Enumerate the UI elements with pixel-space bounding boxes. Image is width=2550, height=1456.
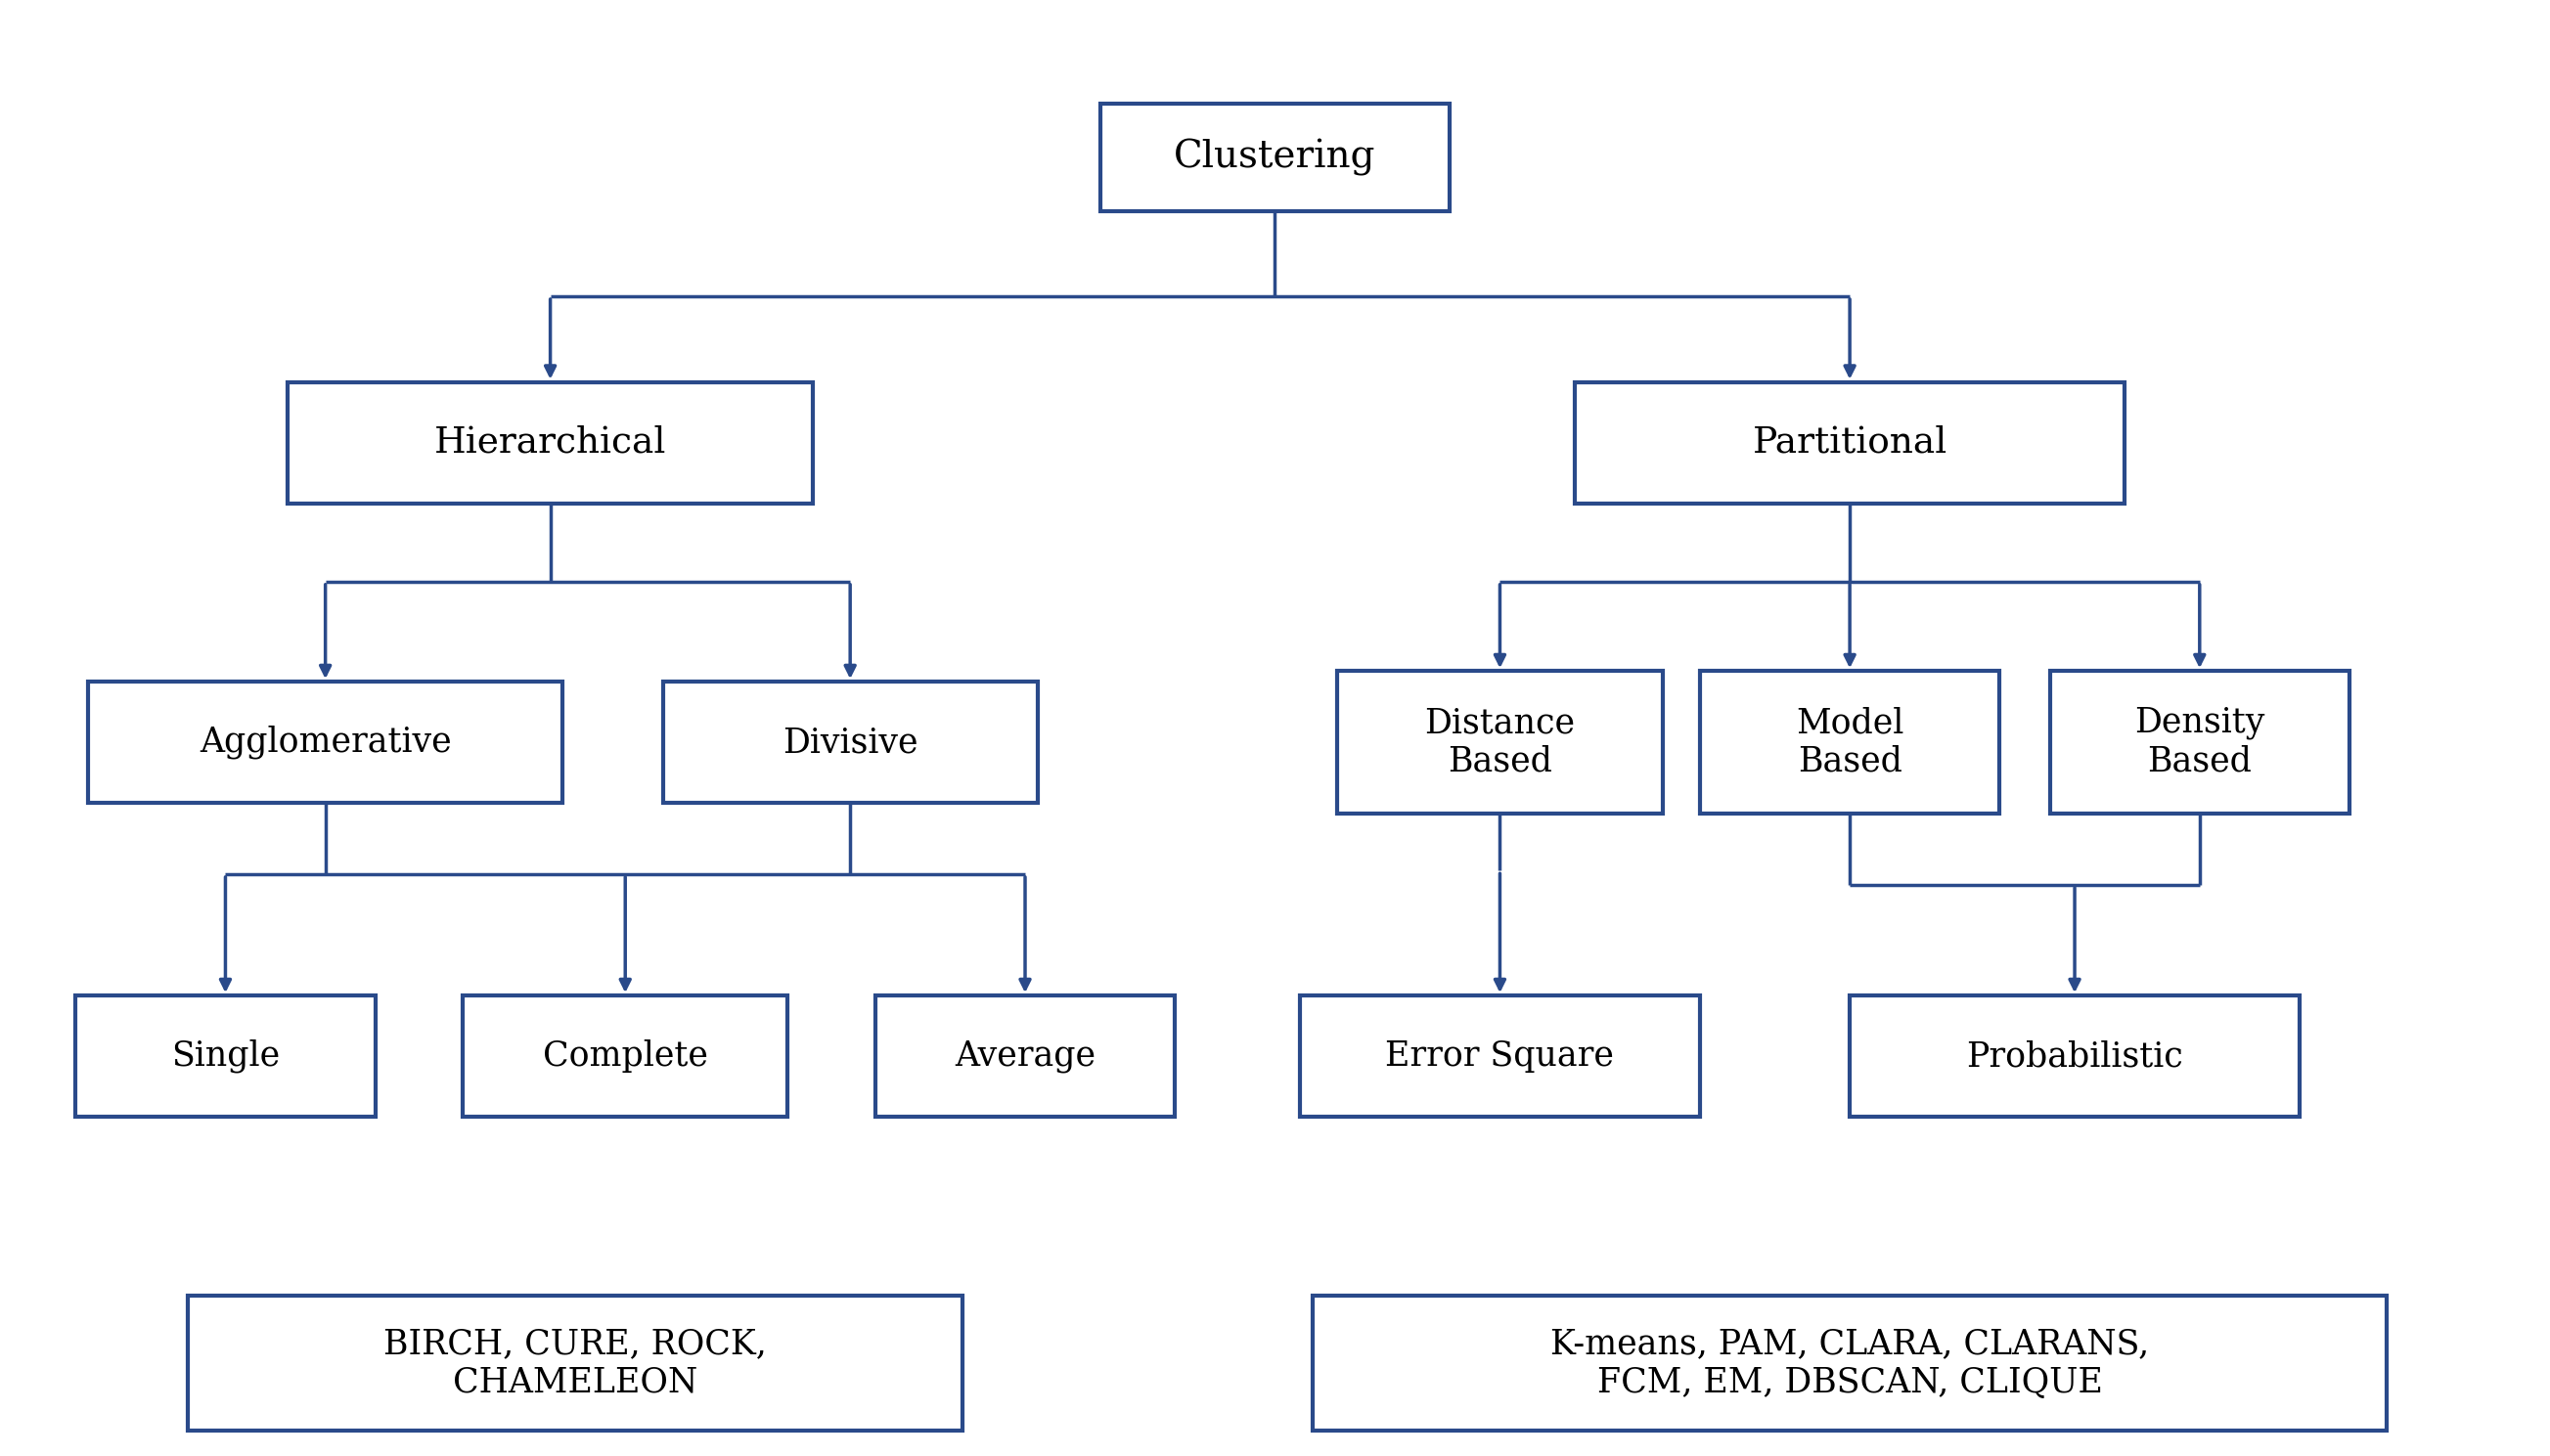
FancyBboxPatch shape [76, 996, 375, 1117]
FancyBboxPatch shape [875, 996, 1176, 1117]
Text: BIRCH, CURE, ROCK,
CHAMELEON: BIRCH, CURE, ROCK, CHAMELEON [382, 1326, 768, 1399]
Text: Average: Average [954, 1040, 1096, 1073]
FancyBboxPatch shape [663, 681, 1038, 802]
Text: Divisive: Divisive [783, 725, 918, 759]
FancyBboxPatch shape [1576, 381, 2124, 504]
FancyBboxPatch shape [288, 381, 813, 504]
Text: Agglomerative: Agglomerative [199, 725, 451, 759]
Text: Error Square: Error Square [1385, 1040, 1614, 1073]
Text: Partitional: Partitional [1752, 425, 1948, 460]
Text: Single: Single [171, 1040, 280, 1073]
Text: Model
Based: Model Based [1795, 706, 1905, 778]
Text: Clustering: Clustering [1173, 138, 1377, 176]
FancyBboxPatch shape [462, 996, 788, 1117]
Text: Hierarchical: Hierarchical [434, 425, 666, 460]
FancyBboxPatch shape [1313, 1296, 2387, 1431]
FancyBboxPatch shape [2050, 671, 2349, 814]
Text: Distance
Based: Distance Based [1425, 706, 1576, 778]
Text: Complete: Complete [543, 1040, 709, 1073]
FancyBboxPatch shape [189, 1296, 961, 1431]
Text: Probabilistic: Probabilistic [1966, 1040, 2183, 1073]
FancyBboxPatch shape [1336, 671, 1663, 814]
FancyBboxPatch shape [87, 681, 564, 802]
FancyBboxPatch shape [1849, 996, 2300, 1117]
Text: Density
Based: Density Based [2134, 706, 2264, 778]
FancyBboxPatch shape [1701, 671, 1999, 814]
Text: K-means, PAM, CLARA, CLARANS,
FCM, EM, DBSCAN, CLIQUE: K-means, PAM, CLARA, CLARANS, FCM, EM, D… [1550, 1326, 2150, 1399]
FancyBboxPatch shape [1099, 103, 1451, 211]
FancyBboxPatch shape [1300, 996, 1701, 1117]
